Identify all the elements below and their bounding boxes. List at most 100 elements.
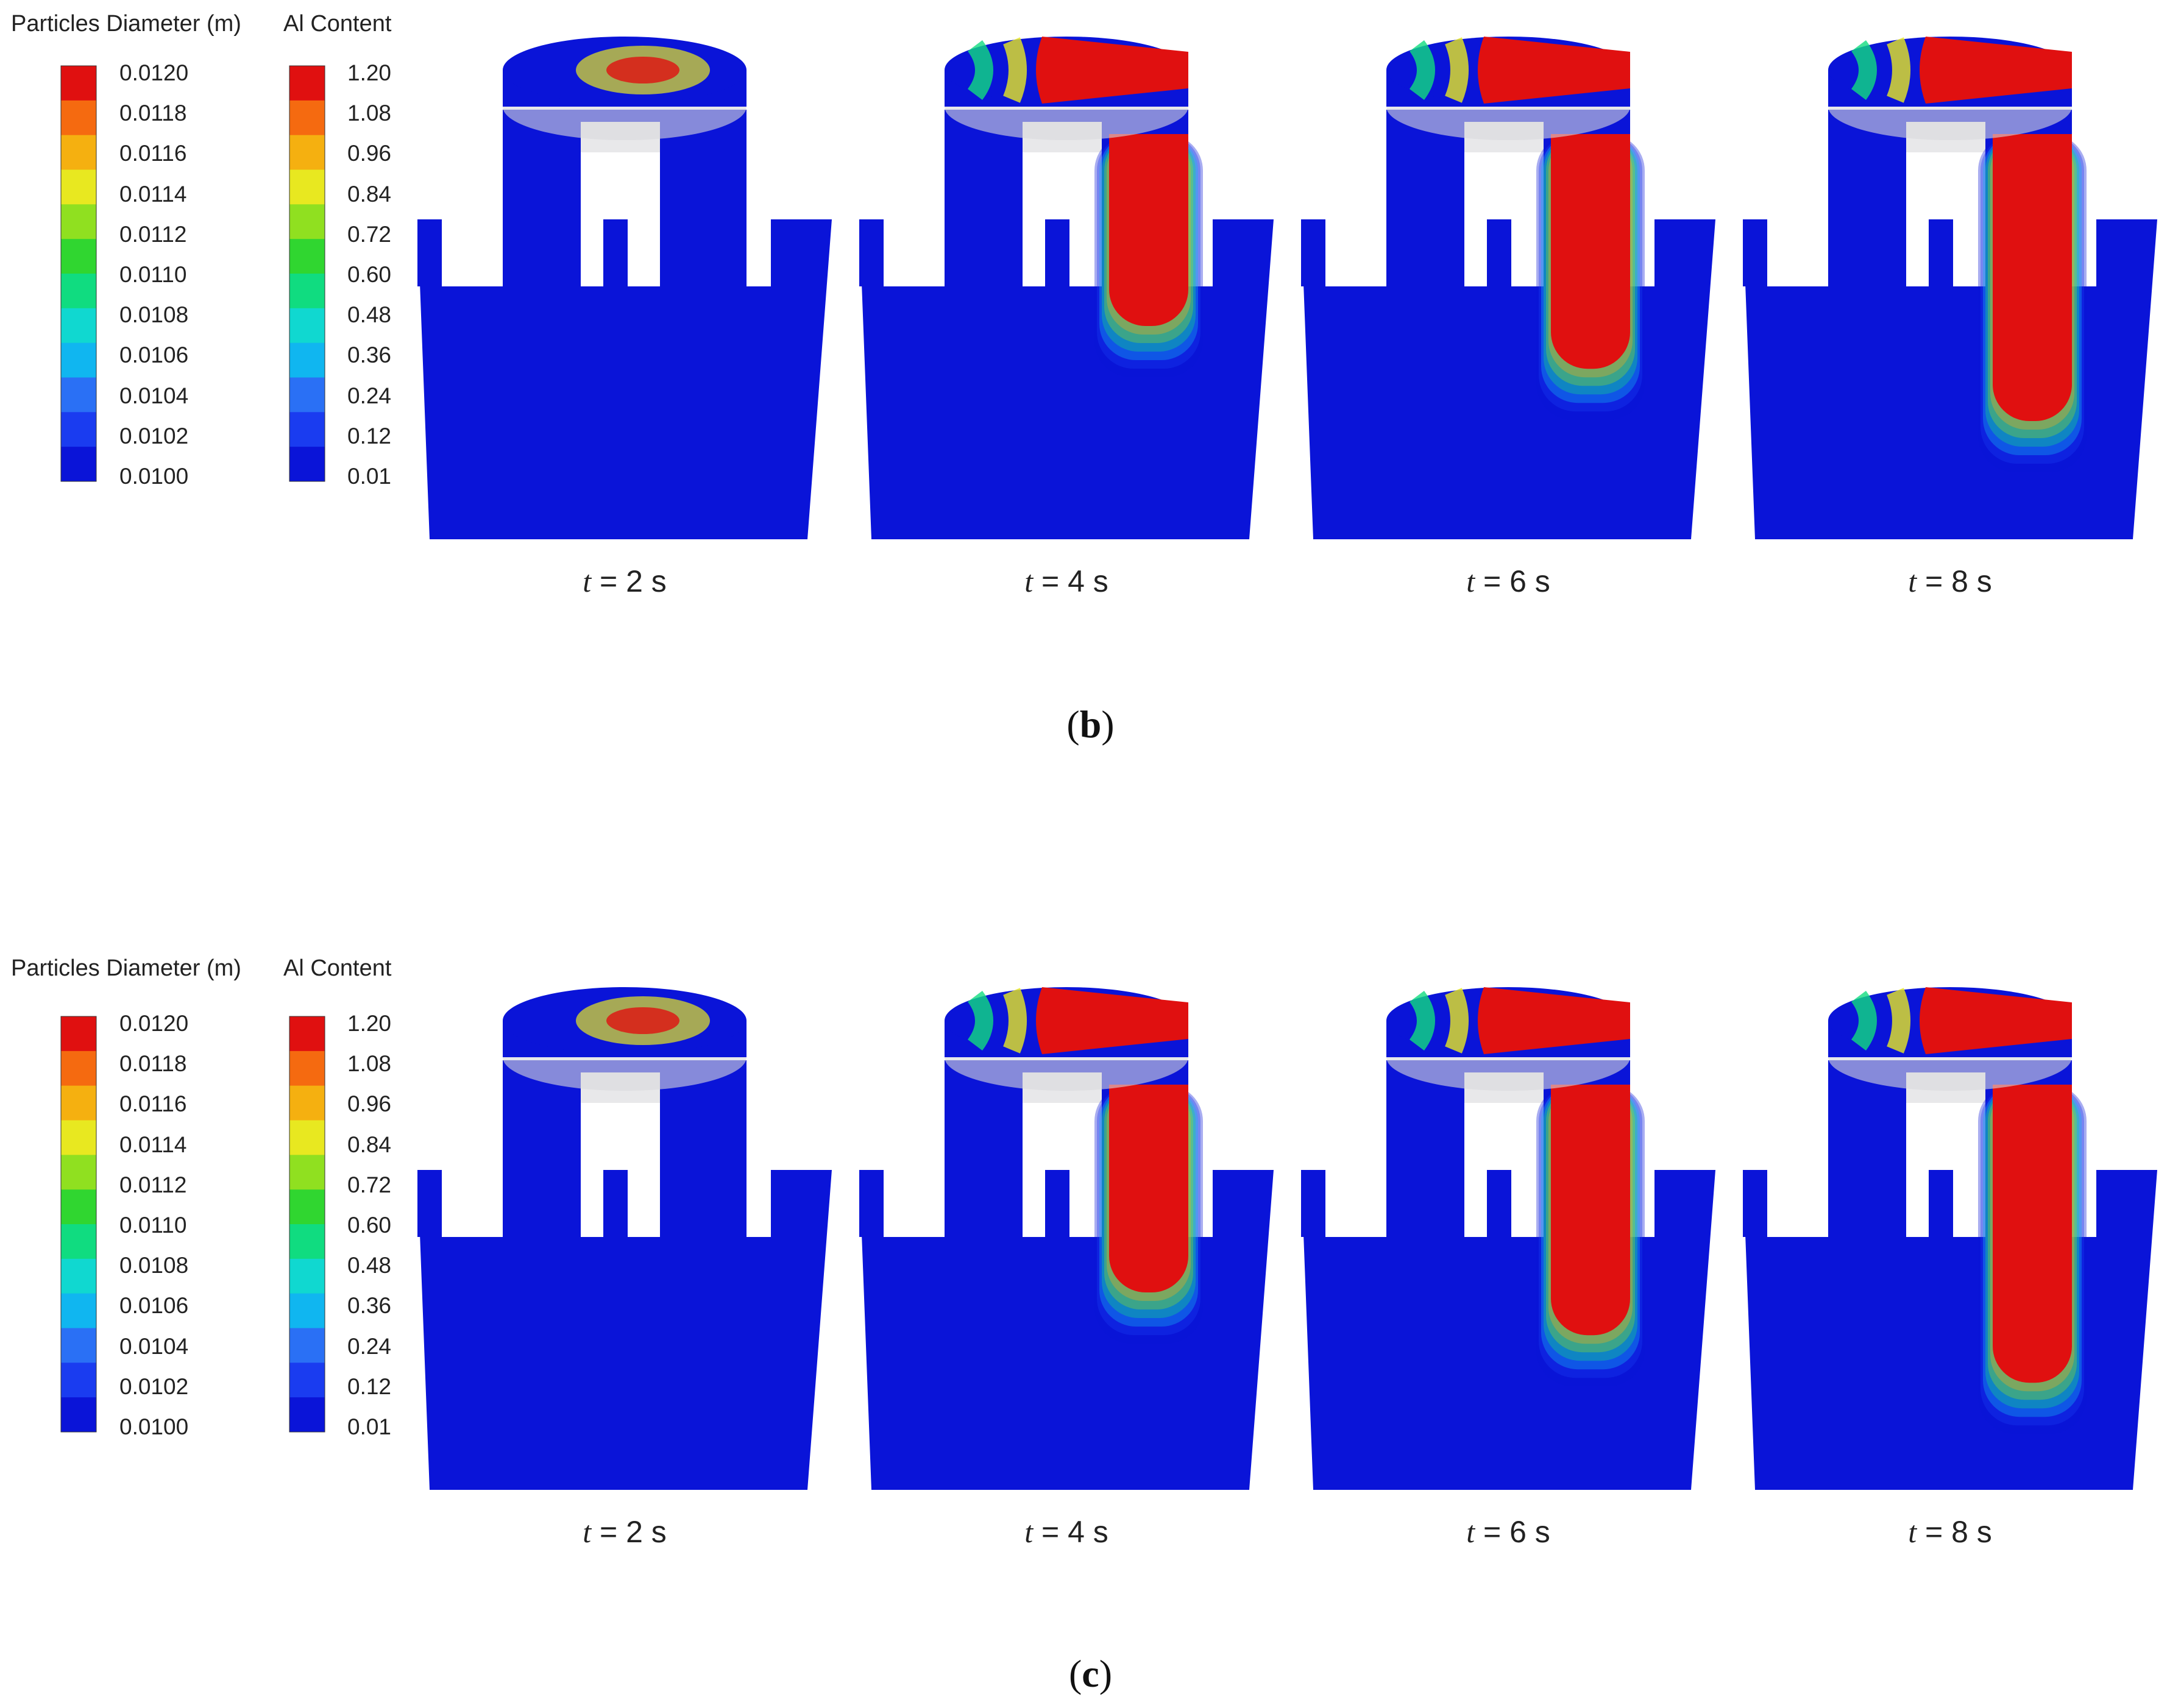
legend-swatch — [289, 342, 325, 378]
time-value: = 4 s — [1033, 1515, 1108, 1549]
time-label: t = 6 s — [1386, 564, 1630, 599]
al-tick: 0.96 — [347, 1091, 392, 1117]
surface-red — [1478, 987, 1630, 1054]
particles-tick: 0.0120 — [119, 1011, 189, 1036]
time-value: = 8 s — [1917, 564, 1992, 598]
al-tick: 0.24 — [347, 383, 392, 408]
legend-swatch — [61, 239, 96, 274]
al-tick: 0.36 — [347, 342, 392, 368]
right-gap — [1630, 1170, 1654, 1237]
legend-swatch — [289, 377, 325, 413]
legend-swatch — [61, 1224, 96, 1260]
surface-gradient — [1409, 991, 1435, 1051]
al-tick: 0.60 — [347, 262, 392, 287]
simulation-figure-c — [60, 987, 2157, 1490]
legend-swatch — [289, 66, 325, 101]
divider — [603, 1170, 628, 1237]
al-legend-title: Al Content — [283, 11, 392, 37]
left-step — [1743, 219, 1767, 286]
particles-tick: 0.0102 — [119, 423, 189, 448]
legend-swatch — [61, 1051, 96, 1086]
divider — [1929, 219, 1953, 286]
legend-swatch — [61, 1293, 96, 1328]
right-gap — [747, 1170, 771, 1237]
legend-swatch — [61, 100, 96, 136]
left-step — [417, 219, 442, 286]
al-tick: 0.24 — [347, 1333, 392, 1359]
divider — [1487, 1170, 1511, 1237]
time-label: t = 6 s — [1386, 1514, 1630, 1550]
legend-swatch — [61, 66, 96, 101]
particles-legend-title: Particles Diameter (m) — [11, 955, 241, 981]
particles-tick: 0.0104 — [119, 383, 189, 408]
legend-swatch — [61, 274, 96, 309]
particles-legend-title: Particles Diameter (m) — [11, 11, 241, 37]
legend-border — [60, 1016, 97, 1433]
left-step — [859, 219, 884, 286]
surface-gradient — [1409, 40, 1435, 100]
left-step — [1743, 1170, 1767, 1237]
left-step — [1301, 219, 1325, 286]
right-gap — [2072, 1170, 2096, 1237]
legend-swatch — [61, 447, 96, 482]
particles-tick: 0.0112 — [119, 221, 187, 247]
surface-gradient — [1003, 988, 1027, 1054]
time-symbol: t — [583, 564, 592, 598]
surface-gradient — [1887, 37, 1910, 103]
legend-swatch — [61, 1120, 96, 1155]
time-symbol: t — [1466, 1515, 1475, 1549]
sim-frame-c-4 — [1743, 987, 2157, 1490]
plume-core — [1551, 134, 1630, 333]
particles-tick: 0.0114 — [119, 1132, 187, 1157]
surface-gradient — [967, 991, 993, 1051]
legend-swatch — [289, 204, 325, 239]
particles-tick: 0.0114 — [119, 181, 187, 207]
al-tick: 0.01 — [347, 1414, 392, 1439]
panel-c: Particles Diameter (m) Al Content 0.0120… — [0, 951, 2181, 1708]
particles-tick: 0.0100 — [119, 464, 189, 489]
surface-gradient — [1887, 988, 1910, 1054]
legend-swatch — [61, 1363, 96, 1398]
surface-gradient — [1445, 37, 1469, 103]
divider — [1045, 1170, 1069, 1237]
surface-red — [1036, 37, 1188, 104]
legend-swatch — [61, 1016, 96, 1052]
particles-tick: 0.0120 — [119, 60, 189, 85]
right-gap — [747, 219, 771, 286]
al-tick: 0.72 — [347, 221, 392, 247]
divider — [603, 219, 628, 286]
plume-core — [1109, 1085, 1188, 1256]
right-gap — [1630, 219, 1654, 286]
particles-colorbar — [60, 65, 97, 482]
time-symbol: t — [1908, 564, 1917, 598]
legend-swatch — [61, 308, 96, 344]
legend-swatch — [289, 308, 325, 344]
divider — [1487, 219, 1511, 286]
legend-swatch — [289, 169, 325, 205]
time-value: = 2 s — [591, 1515, 667, 1549]
al-tick: 0.12 — [347, 1373, 392, 1399]
legend-swatch — [61, 1189, 96, 1225]
plume-core — [1109, 134, 1188, 289]
particles-tick: 0.0108 — [119, 1253, 189, 1278]
legend-swatch — [289, 1051, 325, 1086]
divider — [1929, 1170, 1953, 1237]
particles-tick: 0.0108 — [119, 302, 189, 328]
legend-swatch — [289, 1363, 325, 1398]
surface-gradient — [967, 40, 993, 100]
al-tick: 1.20 — [347, 1011, 392, 1036]
legend-border — [60, 65, 97, 482]
legend-swatch — [61, 377, 96, 413]
surface-gradient — [1003, 37, 1027, 103]
legend-swatch — [61, 135, 96, 170]
surface-red — [1920, 987, 2072, 1054]
legend-swatch — [289, 100, 325, 136]
tundish-base — [417, 219, 832, 539]
time-value: = 6 s — [1475, 564, 1550, 598]
sim-frame-b-3 — [1301, 37, 1715, 539]
legend-swatch — [289, 135, 325, 170]
legend-swatch — [289, 1397, 325, 1433]
right-gap — [1188, 219, 1213, 286]
time-symbol: t — [1908, 1515, 1917, 1549]
surface-gradient — [1851, 40, 1877, 100]
